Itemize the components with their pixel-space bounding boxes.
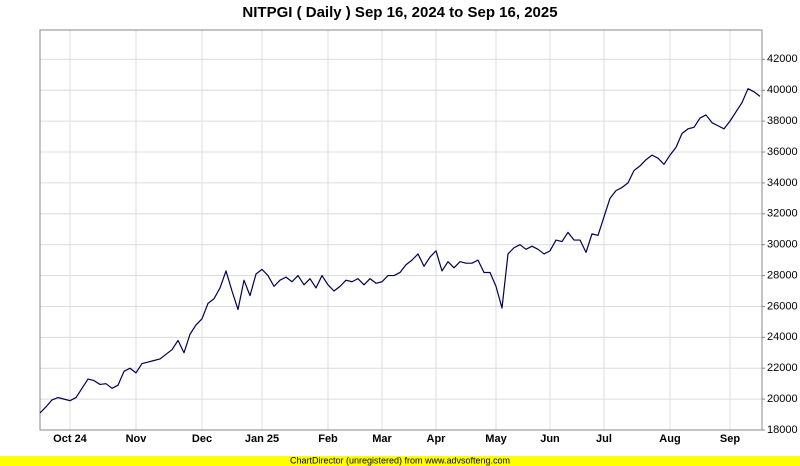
y-tick-label: 20000 (767, 393, 798, 405)
grid (40, 30, 762, 431)
x-tick-label: Feb (318, 433, 338, 445)
x-tick-label: Aug (659, 433, 680, 445)
x-tick-label: May (485, 433, 507, 445)
y-tick-label: 42000 (767, 53, 798, 65)
footer-bar (0, 456, 800, 466)
x-tick-label: Jun (540, 433, 560, 445)
x-tick-label: Sep (720, 433, 740, 445)
x-tick-label: Apr (427, 433, 447, 445)
x-tick-label: Jul (596, 433, 612, 445)
y-tick-label: 40000 (767, 84, 798, 96)
plot-border (39, 29, 763, 431)
x-tick-label: Jan 25 (245, 433, 279, 445)
y-tick-label: 32000 (767, 208, 798, 220)
y-tick-label: 18000 (767, 424, 798, 436)
x-tick-label: Oct 24 (53, 433, 88, 445)
chart-title: NITPGI ( Daily ) Sep 16, 2024 to Sep 16,… (242, 4, 557, 21)
y-tick-label: 36000 (767, 146, 798, 158)
y-tick-label: 26000 (767, 300, 798, 312)
footer: ChartDirector (unregistered) from www.ad… (290, 455, 510, 465)
x-tick-label: Dec (192, 433, 212, 445)
line (39, 88, 761, 414)
y-tick-label: 30000 (767, 239, 798, 251)
y-tick-label: 34000 (767, 177, 798, 189)
x-tick-label: Mar (372, 433, 392, 445)
y-tick-label: 22000 (767, 362, 798, 374)
y-tick-label: 28000 (767, 269, 798, 281)
y-tick-label: 38000 (767, 115, 798, 127)
y-tick-label: 24000 (767, 331, 798, 343)
x-tick-label: Nov (126, 433, 148, 445)
